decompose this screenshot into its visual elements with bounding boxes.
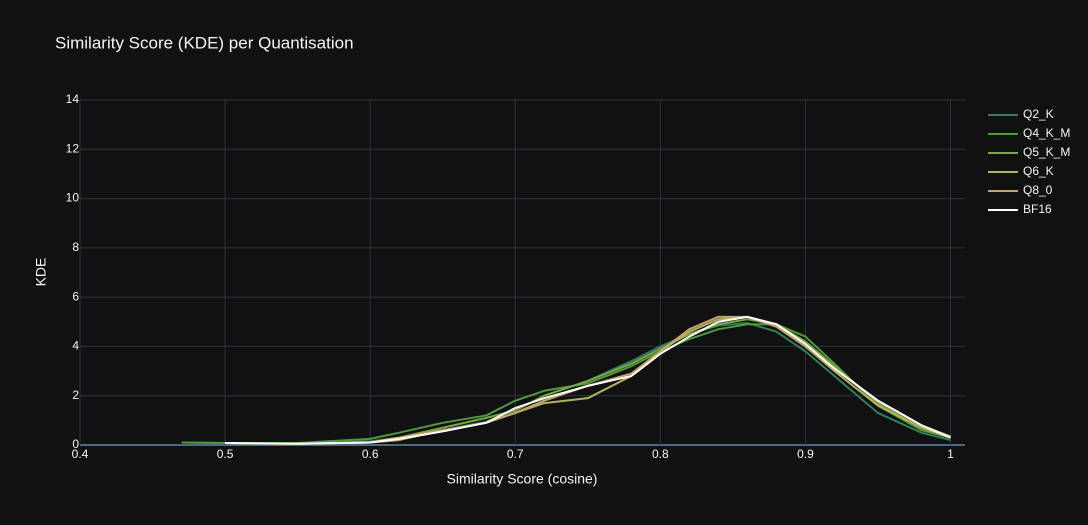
legend-label[interactable]: Q8_0 [1023, 183, 1053, 197]
x-tick-label: 0.9 [797, 447, 814, 461]
series-line [225, 315, 951, 445]
legend-label[interactable]: Q6_K [1023, 164, 1054, 178]
x-tick-label: 0.6 [362, 447, 379, 461]
x-axis-title: Similarity Score (cosine) [447, 471, 598, 487]
x-tick-label: 0.5 [217, 447, 234, 461]
y-axis-title: KDE [33, 258, 49, 287]
y-tick-label: 8 [72, 240, 79, 254]
y-tick-label: 6 [72, 289, 79, 303]
legend-label[interactable]: BF16 [1023, 202, 1052, 216]
series-line [181, 323, 951, 445]
x-tick-label: 0.8 [652, 447, 669, 461]
x-tick-label: 1 [947, 447, 954, 461]
y-tick-label: 12 [66, 141, 80, 155]
x-tick-label: 0.4 [72, 447, 89, 461]
x-tick-label: 0.7 [507, 447, 524, 461]
y-tick-label: 0 [72, 437, 79, 451]
y-tick-label: 14 [66, 92, 80, 106]
legend-label[interactable]: Q5_K_M [1023, 145, 1070, 159]
y-tick-label: 10 [66, 191, 80, 205]
legend-label[interactable]: Q4_K_M [1023, 126, 1070, 140]
y-tick-label: 2 [72, 388, 79, 402]
chart-title: Similarity Score (KDE) per Quantisation [55, 33, 354, 52]
legend-label[interactable]: Q2_K [1023, 107, 1054, 121]
y-tick-label: 4 [72, 339, 79, 353]
